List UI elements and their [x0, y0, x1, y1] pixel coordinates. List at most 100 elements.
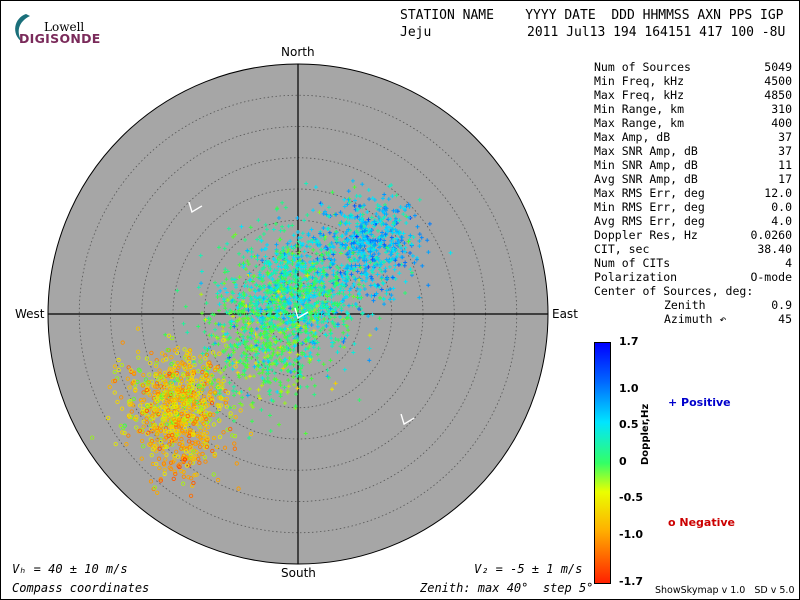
source-point-positive — [338, 285, 343, 290]
source-point-positive — [350, 244, 355, 249]
source-point-negative — [195, 395, 200, 400]
source-point-positive — [222, 322, 227, 327]
source-point-positive — [290, 251, 295, 256]
source-point-negative — [223, 343, 229, 348]
source-point-positive — [269, 297, 274, 302]
source-point-positive — [237, 391, 242, 396]
source-point-positive — [288, 272, 293, 277]
source-point-positive — [305, 321, 310, 326]
source-point-positive — [315, 352, 320, 357]
source-point-positive — [287, 356, 292, 361]
source-point-positive — [243, 358, 248, 363]
source-point-positive — [353, 198, 358, 203]
source-point-positive — [260, 258, 265, 263]
source-point-positive — [236, 337, 241, 342]
source-point-positive — [301, 284, 306, 289]
source-point-positive — [334, 239, 339, 244]
source-point-positive — [311, 328, 316, 333]
source-point-negative — [187, 348, 193, 353]
source-point-negative — [164, 452, 169, 457]
source-point-negative — [154, 461, 159, 467]
source-point-positive — [344, 323, 349, 328]
source-point-positive — [322, 285, 327, 290]
source-point-positive — [379, 275, 384, 280]
source-point-positive — [282, 331, 287, 336]
source-point-positive — [276, 284, 281, 289]
source-point-positive — [392, 267, 397, 272]
source-point-negative — [166, 333, 172, 338]
source-point-positive — [394, 255, 399, 260]
source-point-positive — [376, 228, 381, 233]
source-point-positive — [295, 379, 300, 384]
source-point-positive — [280, 224, 285, 229]
source-point-positive — [281, 248, 286, 253]
stats-row: Min RMS Err, deg 0.0 — [594, 200, 792, 214]
source-point-positive — [375, 220, 380, 225]
source-point-positive — [228, 325, 233, 330]
source-point-positive — [346, 246, 351, 251]
source-point-negative — [182, 366, 188, 372]
source-point-positive — [393, 276, 398, 281]
source-point-positive — [371, 264, 376, 269]
source-point-positive — [331, 272, 336, 277]
source-point-positive — [342, 239, 347, 244]
source-point-negative — [217, 418, 222, 423]
source-point-positive — [250, 400, 255, 405]
source-point-negative — [191, 400, 197, 405]
source-point-positive — [328, 262, 333, 267]
source-point-positive — [237, 251, 242, 256]
source-point-positive — [265, 288, 270, 293]
source-point-positive — [254, 295, 259, 300]
source-point-positive — [415, 224, 420, 229]
source-point-positive — [253, 289, 258, 294]
source-point-negative — [211, 435, 217, 441]
source-point-positive — [286, 384, 291, 389]
source-point-positive — [241, 299, 246, 304]
source-point-positive — [378, 242, 383, 247]
source-point-negative — [171, 476, 176, 481]
source-point-negative — [119, 362, 125, 368]
source-point-positive — [199, 292, 204, 297]
source-point-positive — [243, 237, 248, 242]
source-point-positive — [227, 362, 232, 367]
source-point-positive — [225, 241, 230, 246]
source-point-positive — [312, 341, 317, 346]
source-point-positive — [312, 280, 317, 285]
source-point-negative — [248, 431, 254, 436]
source-point-positive — [285, 347, 290, 352]
source-point-positive — [341, 330, 346, 335]
source-point-positive — [278, 330, 283, 335]
source-point-positive — [235, 370, 240, 375]
source-point-positive — [360, 182, 365, 187]
source-point-positive — [281, 306, 286, 311]
source-point-positive — [334, 270, 339, 275]
source-point-positive — [341, 339, 346, 344]
source-point-positive — [281, 360, 286, 365]
source-point-positive — [252, 344, 257, 349]
source-point-positive — [292, 344, 297, 349]
source-point-positive — [327, 315, 332, 320]
source-point-positive — [268, 343, 273, 348]
source-point-positive — [298, 366, 303, 371]
source-point-positive — [348, 212, 353, 217]
source-point-positive — [395, 251, 400, 256]
source-point-positive — [326, 214, 331, 219]
source-point-positive — [360, 221, 365, 226]
source-point-positive — [417, 232, 422, 237]
stats-value: 17 — [778, 172, 792, 186]
source-point-positive — [390, 194, 395, 199]
source-point-positive — [281, 316, 286, 321]
source-point-negative — [177, 404, 183, 410]
source-point-positive — [382, 192, 387, 197]
source-point-positive — [274, 258, 279, 263]
source-point-positive — [352, 341, 357, 346]
source-point-negative — [224, 404, 229, 409]
source-point-positive — [355, 230, 360, 235]
source-point-positive — [396, 240, 401, 245]
source-point-positive — [390, 275, 395, 280]
source-point-positive — [246, 321, 251, 326]
source-point-positive — [256, 351, 260, 356]
source-point-positive — [231, 348, 236, 353]
source-point-negative — [153, 363, 159, 369]
source-point-positive — [323, 209, 328, 214]
